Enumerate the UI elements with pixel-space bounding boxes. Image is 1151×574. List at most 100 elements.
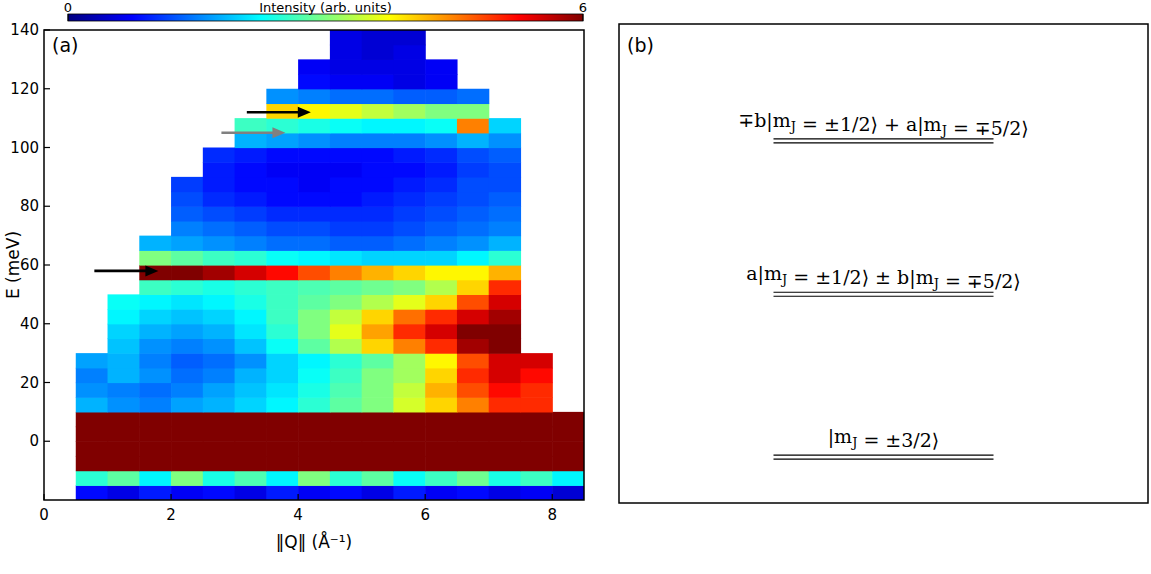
heatmap-cell [171, 206, 203, 221]
heatmap-cell [76, 427, 108, 442]
heatmap-cell [298, 412, 330, 427]
heatmap-cell [108, 471, 140, 486]
heatmap-cell [457, 427, 489, 442]
heatmap-cell [171, 236, 203, 251]
heatmap-cell [489, 309, 521, 324]
heatmap-cell [235, 192, 267, 207]
x-tick-label: 0 [39, 506, 49, 524]
heatmap-cell [330, 397, 362, 412]
heatmap-cell [393, 265, 425, 280]
heatmap-cell [235, 265, 267, 280]
arrow-head [145, 265, 158, 276]
heatmap-cell [298, 206, 330, 221]
heatmap-cell [489, 221, 521, 236]
arrow-shaft [247, 111, 300, 114]
heatmap-cell [362, 280, 394, 295]
panel-label: (a) [52, 34, 78, 56]
heatmap-cell [457, 250, 489, 265]
heatmap-cell [552, 456, 584, 471]
heatmap-cell [108, 383, 140, 398]
heatmap-cell [171, 441, 203, 456]
heatmap-cell [171, 383, 203, 398]
heatmap-cell [330, 294, 362, 309]
level-line [774, 455, 994, 456]
heatmap-cell [139, 383, 171, 398]
heatmap-cell [520, 471, 552, 486]
heatmap-cell [108, 441, 140, 456]
heatmap-cell [235, 324, 267, 339]
heatmap-cell [425, 397, 457, 412]
heatmap-cell [108, 309, 140, 324]
heatmap-cell [393, 338, 425, 353]
heatmap-cell [362, 265, 394, 280]
heatmap-cell [235, 353, 267, 368]
heatmap-cell [330, 383, 362, 398]
heatmap-cell [362, 103, 394, 118]
y-tick [44, 147, 50, 148]
heatmap-cell [171, 221, 203, 236]
heatmap-cell [393, 103, 425, 118]
y-tick [44, 264, 50, 265]
heatmap-cell [298, 236, 330, 251]
heatmap-cell [362, 338, 394, 353]
heatmap-cell [139, 441, 171, 456]
heatmap-cell [266, 456, 298, 471]
heatmap-cell [76, 441, 108, 456]
heatmap-cell [330, 250, 362, 265]
heatmap-cell [76, 397, 108, 412]
heatmap-cell [552, 412, 584, 427]
heatmap-cell [266, 441, 298, 456]
x-tick-label: 8 [547, 506, 557, 524]
heatmap-cell [298, 192, 330, 207]
label-part: = ±3/2⟩ [857, 429, 939, 451]
heatmap-cell [266, 338, 298, 353]
heatmap-cell [298, 265, 330, 280]
y-tick-label: 80 [20, 197, 39, 215]
heatmap-cell [425, 353, 457, 368]
heatmap-cell [362, 324, 394, 339]
heatmap-cell [489, 338, 521, 353]
heatmap-cell [393, 412, 425, 427]
heatmap-cell [457, 162, 489, 177]
heatmap-cell [235, 221, 267, 236]
heatmap-cell [266, 89, 298, 104]
heatmap-cell [362, 236, 394, 251]
heatmap-cell [139, 324, 171, 339]
heatmap-cell [266, 471, 298, 486]
arrow [247, 107, 311, 118]
heatmap-cell [520, 368, 552, 383]
heatmap-cell [108, 324, 140, 339]
heatmap-cell [139, 294, 171, 309]
heatmap-cell [330, 148, 362, 163]
heatmap-cell [393, 280, 425, 295]
heatmap-cell [203, 353, 235, 368]
heatmap-cell [108, 338, 140, 353]
heatmap-cell [330, 324, 362, 339]
heatmap-cell [362, 162, 394, 177]
heatmap-cell [520, 397, 552, 412]
arrow-head [298, 107, 311, 118]
heatmap-cell [457, 338, 489, 353]
heatmap-cell [425, 338, 457, 353]
heatmap-cell [266, 309, 298, 324]
heatmap-cell [203, 309, 235, 324]
heatmap-cell [171, 427, 203, 442]
heatmap-cell [425, 89, 457, 104]
heatmap-cell [171, 338, 203, 353]
heatmap-cell [266, 118, 298, 133]
plot-frame [44, 30, 584, 500]
heatmap-cell [298, 221, 330, 236]
heatmap-cell [139, 427, 171, 442]
heatmap-cell [393, 118, 425, 133]
label-part: |m [828, 425, 852, 448]
heatmap-cell [298, 103, 330, 118]
heatmap-cell [425, 280, 457, 295]
y-tick [44, 382, 50, 383]
heatmap-cell [457, 383, 489, 398]
heatmap-cell [362, 441, 394, 456]
heatmap-cell [393, 294, 425, 309]
label-part: = ∓5/2⟩ [939, 270, 1021, 292]
x-tick [298, 494, 299, 500]
heatmap-cell [330, 368, 362, 383]
heatmap-cell [393, 309, 425, 324]
